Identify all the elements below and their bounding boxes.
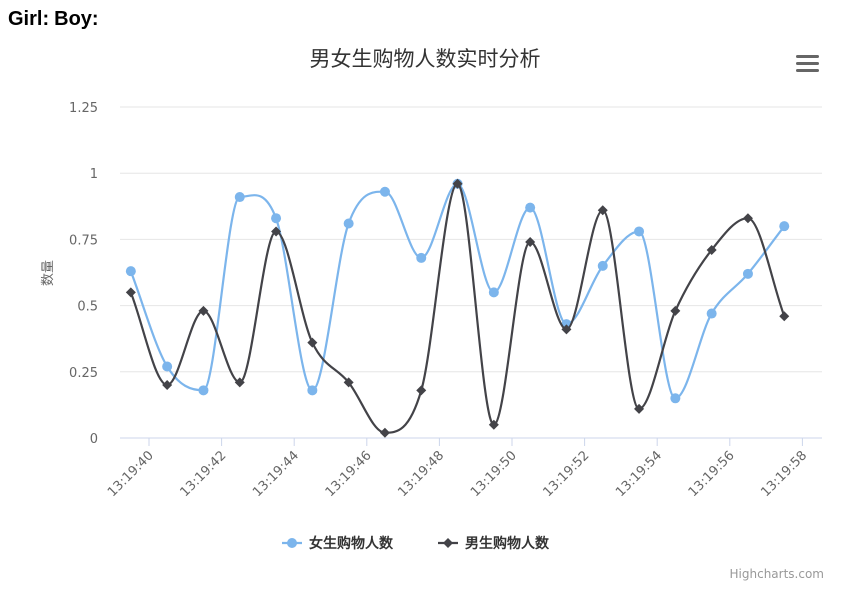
context-menu-button[interactable]: [790, 50, 824, 78]
data-point[interactable]: [307, 385, 318, 396]
x-tick-label: 13:19:50: [468, 448, 520, 500]
data-point[interactable]: [779, 311, 790, 322]
data-point[interactable]: [452, 178, 463, 189]
boy-label: Boy:: [54, 8, 99, 30]
series-1: [125, 178, 790, 438]
chart-title: 男女生购物人数实时分析: [310, 47, 541, 71]
girl-label: Girl:: [8, 8, 50, 30]
data-point[interactable]: [525, 202, 536, 213]
hamburger-menu-icon: [796, 55, 819, 72]
data-point[interactable]: [706, 308, 717, 319]
legend-label: 女生购物人数: [309, 535, 394, 552]
y-axis-title: 数量: [41, 260, 56, 286]
data-point[interactable]: [234, 377, 245, 388]
data-point[interactable]: [670, 305, 681, 316]
series-layer: [125, 178, 790, 438]
data-point[interactable]: [125, 287, 136, 298]
data-point[interactable]: [597, 260, 608, 271]
data-point[interactable]: [634, 403, 645, 414]
data-point[interactable]: [634, 226, 645, 237]
legend: 女生购物人数 男生购物人数: [282, 535, 550, 552]
x-tick-label: 13:19:58: [758, 448, 810, 500]
data-point[interactable]: [525, 237, 536, 248]
data-point[interactable]: [343, 218, 354, 229]
data-point[interactable]: [742, 268, 753, 279]
y-tick-label: 0: [90, 432, 98, 447]
data-point[interactable]: [416, 385, 427, 396]
data-point[interactable]: [162, 361, 173, 372]
x-tick-label: 13:19:52: [541, 448, 593, 500]
x-tick-label: 13:19:54: [613, 448, 665, 500]
data-point[interactable]: [488, 287, 499, 298]
x-tick-label: 13:19:56: [686, 448, 738, 500]
x-tick-label: 13:19:42: [178, 448, 230, 500]
series-line: [129, 182, 786, 434]
x-axis-ticks: 13:19:40 13:19:42 13:19:44 13:19:46 13:19:48…: [105, 438, 810, 500]
data-point[interactable]: [379, 186, 390, 197]
page-header: Girl: Boy:: [8, 8, 104, 31]
data-point[interactable]: [379, 427, 390, 438]
data-point[interactable]: [779, 221, 790, 232]
gridlines: [120, 106, 822, 373]
y-axis-ticks: 0 0.25 0.5 0.75 1 1.25: [69, 101, 98, 447]
y-tick-label: 1.25: [69, 101, 98, 116]
y-tick-label: 1: [90, 167, 98, 182]
credits-link[interactable]: Highcharts.com: [730, 567, 824, 581]
legend-symbol-marker: [287, 538, 297, 548]
legend-item[interactable]: 男生购物人数: [438, 535, 550, 552]
data-point[interactable]: [416, 252, 427, 263]
data-point[interactable]: [198, 305, 209, 316]
x-tick-label: 13:19:40: [105, 448, 157, 500]
x-tick-label: 13:19:48: [395, 448, 447, 500]
data-point[interactable]: [488, 419, 499, 430]
data-point[interactable]: [670, 393, 681, 404]
legend-symbol-marker: [443, 538, 453, 548]
legend-label: 男生购物人数: [465, 535, 550, 552]
data-point[interactable]: [597, 205, 608, 216]
data-point[interactable]: [742, 213, 753, 224]
data-point[interactable]: [561, 324, 572, 335]
data-point[interactable]: [271, 226, 282, 237]
data-point[interactable]: [706, 244, 717, 255]
data-point[interactable]: [125, 266, 136, 277]
data-point[interactable]: [271, 213, 282, 224]
data-point[interactable]: [198, 385, 209, 396]
y-tick-label: 0.5: [77, 300, 98, 315]
x-tick-label: 13:19:46: [323, 448, 375, 500]
data-point[interactable]: [343, 377, 354, 388]
y-tick-label: 0.75: [69, 233, 98, 248]
series-0: [125, 178, 790, 404]
y-tick-label: 0.25: [69, 366, 98, 381]
data-point[interactable]: [307, 337, 318, 348]
data-point[interactable]: [162, 380, 173, 391]
data-point[interactable]: [234, 192, 245, 203]
legend-item[interactable]: 女生购物人数: [282, 535, 394, 552]
x-tick-label: 13:19:44: [250, 448, 302, 500]
